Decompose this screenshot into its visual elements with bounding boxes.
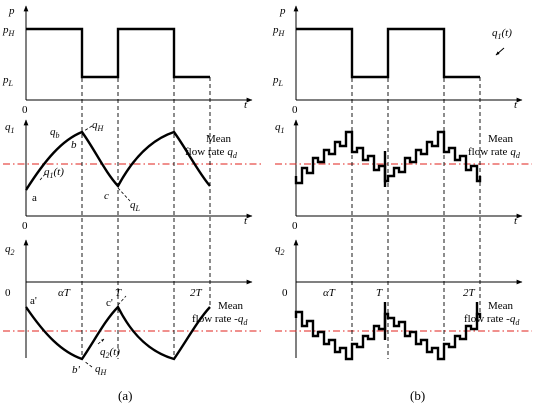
q1-curve [24, 130, 211, 191]
qH-leader [83, 360, 93, 368]
caption-b: (b) [410, 388, 425, 403]
x-axis-label: t [244, 99, 248, 111]
panel-a-q1-plot: q1 0 t qb qH b q1(t) a c qL Mean flow ra… [3, 119, 262, 232]
y-axis-label: p [279, 5, 286, 17]
origin-label: 0 [292, 220, 298, 232]
panel-b-q2-plot: q2 0 αT T 2T Mean flow rate -qd [275, 239, 532, 361]
qH-label: qH [95, 363, 108, 377]
mean-label-line2: flow rate -qd [464, 313, 520, 327]
x-axis-label: t [514, 99, 518, 111]
caption-a: (a) [118, 388, 132, 403]
tick-alphaT: αT [323, 287, 336, 299]
mean-label-line2: flow rate -qd [192, 313, 248, 327]
qL-leader [117, 187, 131, 202]
y-axis-label: p [8, 5, 15, 17]
panel-b-guides [351, 29, 481, 359]
tick-T: T [376, 287, 383, 299]
y-axis-label: q1 [275, 121, 285, 135]
mean-label-line2: flow rate qd [468, 146, 521, 160]
point-c-label: c [104, 190, 109, 202]
origin-label: 0 [292, 104, 298, 116]
origin-label: 0 [22, 220, 28, 232]
tick-T: T [115, 287, 122, 299]
x-axis-label: t [244, 215, 248, 227]
q1t-arrow [495, 47, 505, 56]
q2t-label: q2(t) [100, 346, 120, 360]
mean-label-line1: Mean [488, 133, 514, 145]
panel-b-pressure-plot: p pH pL 0 t q1(t) [272, 5, 523, 116]
x-axis-label: t [514, 215, 518, 227]
p-high-label: pH [272, 24, 286, 38]
point-a-prime-label: a' [30, 295, 37, 307]
panel-a: p pH pL 0 t q1 0 t qb qH b q1(t) a c qL … [2, 5, 262, 403]
panel-b-q1-plot: q1 0 t Mean flow rate qd [275, 119, 532, 232]
q2t-arrow [97, 338, 105, 345]
tick-2T: 2T [463, 287, 476, 299]
q1t-label: q1(t) [492, 27, 512, 41]
p-low-label: pL [2, 74, 14, 88]
y-axis-label: q1 [5, 121, 15, 135]
panel-a-q2-plot: q2 0 αT T 2T a' c' b' q2(t) qH Mean flow… [3, 239, 262, 377]
tick-alphaT: αT [58, 287, 71, 299]
p-high-label: pH [2, 24, 16, 38]
q1t-leader [39, 172, 47, 181]
panel-a-guides [81, 29, 211, 359]
mean-label-line1: Mean [206, 133, 232, 145]
point-b-label: b [71, 139, 77, 151]
panel-a-pressure-plot: p pH pL 0 t [2, 5, 253, 116]
point-b-prime-label: b' [72, 364, 81, 376]
mean-label-line1: Mean [488, 300, 514, 312]
p-low-label: pL [272, 74, 284, 88]
qH-leader [83, 125, 93, 132]
q2-curve [25, 304, 211, 361]
mean-label-line1: Mean [218, 300, 244, 312]
point-a-label: a [32, 192, 37, 204]
q1t-label: q1(t) [44, 166, 64, 180]
panel-b: p pH pL 0 t q1(t) q1 0 t Mean flow rate q… [272, 5, 532, 403]
tick-2T: 2T [190, 287, 203, 299]
y-axis-label: q2 [5, 243, 15, 257]
origin-label: 0 [282, 287, 288, 299]
qb-label: qb [50, 126, 60, 140]
qH-label: qH [92, 119, 105, 133]
y-axis-label: q2 [275, 243, 285, 257]
c-prime-leader [117, 295, 127, 306]
mean-label-line2: flow rate qd [185, 146, 238, 160]
qL-label: qL [130, 199, 141, 213]
origin-label: 0 [22, 104, 28, 116]
origin-label: 0 [5, 287, 11, 299]
point-c-prime-label: c' [106, 297, 113, 309]
